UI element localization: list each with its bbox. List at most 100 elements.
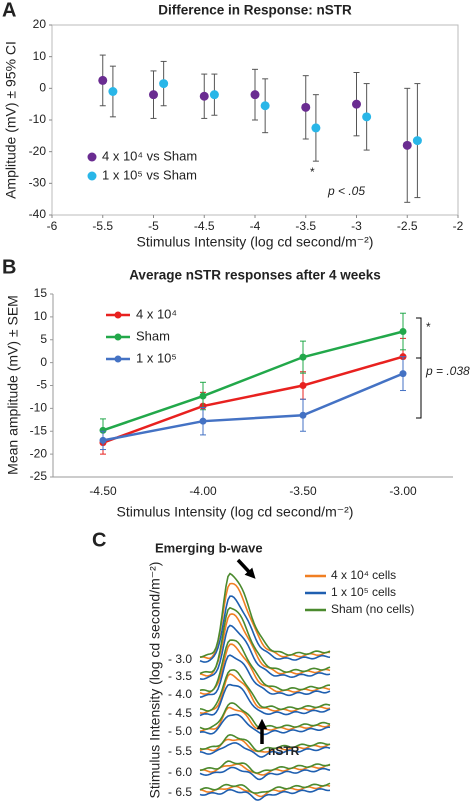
x-tick-label: -6 <box>47 219 58 233</box>
y-tick-label: 10 <box>33 49 47 63</box>
legend-label: 4 x 10⁴ <box>136 306 177 321</box>
point <box>299 382 307 389</box>
trace <box>199 733 331 753</box>
point <box>108 87 118 96</box>
trace <box>199 624 331 681</box>
point <box>402 140 412 150</box>
x-tick-label: -3.50 <box>289 484 317 498</box>
series-line <box>102 330 404 432</box>
point <box>199 91 209 101</box>
legend-label: 4 x 10⁴ vs Sham <box>102 148 197 163</box>
y-tick-label: 15 <box>34 286 48 300</box>
panel-label: B <box>2 256 16 278</box>
x-tick-label: -2.5 <box>397 219 418 233</box>
x-tick-label: -3.5 <box>295 219 316 233</box>
trace <box>199 582 331 660</box>
point <box>250 90 260 100</box>
y-tick-label: -30 <box>29 176 47 190</box>
x-tick-label: -4.5 <box>194 219 215 233</box>
trace <box>199 606 331 675</box>
trace <box>199 654 331 698</box>
y-tick-label: 0 <box>40 355 47 369</box>
point <box>299 353 307 361</box>
x-tick-label: -3 <box>351 219 362 233</box>
point <box>99 436 107 444</box>
trace <box>199 595 331 663</box>
y-tick-label: 0 <box>39 81 46 95</box>
annotation: nSTR <box>268 744 300 758</box>
series-line <box>102 372 404 442</box>
trace <box>199 683 331 717</box>
y-tick-label: 5 <box>40 332 47 346</box>
point <box>311 123 321 133</box>
y-axis-label: Stimulus Intensity (log cd second/m⁻²) <box>147 562 163 799</box>
legend-label: 4 x 10⁴ cells <box>331 568 396 582</box>
trace <box>199 742 331 758</box>
chart-title: Difference in Response: nSTR <box>158 3 352 18</box>
annotation: * <box>310 165 315 179</box>
x-tick-label: -2 <box>453 219 464 233</box>
point <box>399 370 407 378</box>
panel-label: A <box>2 0 16 21</box>
y-tick-label: 10 <box>34 309 48 323</box>
legend-label: 1 x 10⁵ cells <box>331 585 396 599</box>
bracket <box>416 317 422 359</box>
y-tick-label: -10 <box>29 112 47 126</box>
y-tick-label: -5 <box>36 378 47 392</box>
point <box>149 90 158 100</box>
annotation: * <box>426 320 431 334</box>
point <box>199 417 207 425</box>
y-tick-label: -15 <box>30 423 48 437</box>
trace <box>199 669 331 712</box>
chart-title: Average nSTR responses after 4 weeks <box>129 268 381 283</box>
point <box>159 79 169 89</box>
legend-marker <box>87 171 97 181</box>
point <box>301 102 311 112</box>
legend-label: Sham (no cells) <box>331 602 414 616</box>
point <box>299 411 307 419</box>
annotation: Emerging b-wave <box>155 540 263 555</box>
y-tick-label: -10 <box>30 401 48 415</box>
y-axis-label: Amplitude (mV) ± 95% CI <box>3 41 19 199</box>
trace <box>199 639 330 693</box>
panel-label: C <box>92 529 106 551</box>
row-label: - 3.5 <box>168 669 192 683</box>
legend-marker <box>114 333 122 341</box>
annotation: p = .038 <box>425 364 470 378</box>
legend-marker <box>87 152 97 162</box>
y-tick-label: -20 <box>29 144 47 158</box>
x-axis-label: Stimulus Intensity (log cd second/m⁻²) <box>137 234 374 250</box>
point <box>98 75 108 85</box>
x-tick-label: -4 <box>250 219 261 233</box>
trace <box>199 787 331 801</box>
y-axis-label: Mean amplitude (mV) ± SEM <box>5 295 21 475</box>
series-line <box>102 355 404 444</box>
legend-marker <box>114 355 122 363</box>
point <box>412 136 422 146</box>
row-label: - 5.5 <box>168 744 192 758</box>
y-tick-label: -25 <box>30 469 48 483</box>
row-label: - 4.0 <box>168 687 192 701</box>
point <box>99 426 107 434</box>
arrow <box>236 558 256 579</box>
legend-marker <box>114 311 122 319</box>
bracket <box>416 357 422 419</box>
legend-label: Sham <box>136 328 170 343</box>
trace <box>199 643 331 695</box>
y-tick-label: 20 <box>33 17 47 31</box>
trace <box>199 782 331 794</box>
x-axis-label: Stimulus Intensity (log cd second/m⁻²) <box>117 504 354 520</box>
point <box>199 392 207 400</box>
x-tick-label: -4.00 <box>189 484 217 498</box>
point <box>399 328 407 336</box>
x-tick-label: -4.50 <box>89 484 117 498</box>
legend-label: 1 x 10⁵ <box>136 350 177 365</box>
x-tick-label: -3.00 <box>389 484 417 498</box>
annotation: p < .05 <box>327 184 365 198</box>
row-label: - 3.0 <box>168 652 192 666</box>
y-tick-label: -40 <box>29 207 47 221</box>
point <box>352 99 361 109</box>
point <box>362 112 372 122</box>
